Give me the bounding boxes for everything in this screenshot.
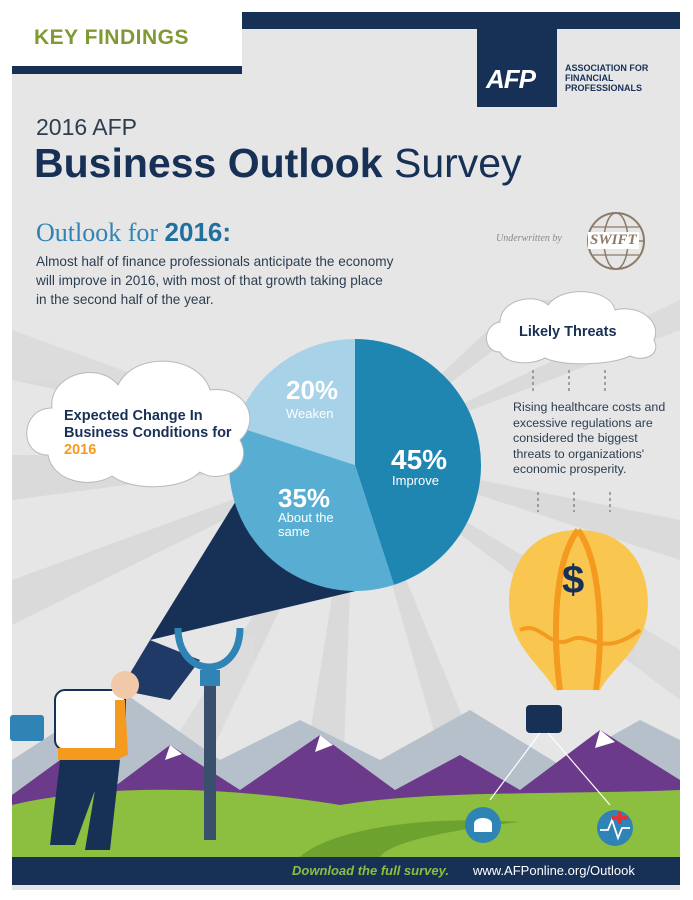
likely-threats-title: Likely Threats [519, 324, 617, 340]
key-findings-label: KEY FINDINGS [34, 26, 189, 49]
outlook-heading-prefix: Outlook for [36, 218, 159, 247]
pie-chart [229, 339, 482, 591]
telescope-stand [174, 627, 244, 840]
underwritten-label: Underwritten by [496, 233, 562, 244]
pie-slice-weaken [235, 339, 355, 465]
slice-same-label: About the same [278, 510, 334, 539]
path-road [300, 820, 520, 857]
slice-improve-label: Improve [392, 473, 439, 488]
cloud-expected-change [26, 360, 251, 488]
page-title: Business Outlook Survey [34, 140, 522, 187]
title-bold: Business Outlook [34, 140, 383, 186]
key-findings-box [12, 12, 242, 66]
threat-arrows [532, 370, 611, 512]
expected-change-label: Expected Change In Business Conditions f… [64, 408, 234, 459]
grass [12, 789, 680, 857]
dollar-sign-icon: $ [562, 558, 585, 602]
expected-change-text: Expected Change In Business Conditions f… [64, 408, 232, 441]
slice-weaken-label: Weaken [286, 406, 334, 421]
slice-improve-pct: 45% [391, 444, 448, 475]
title-light: Survey [393, 140, 522, 186]
top-accent-bar [242, 12, 680, 29]
likely-threats-text: Rising healthcare costs and excessive re… [513, 400, 666, 476]
outlook-heading: Outlook for 2016: [36, 217, 231, 248]
expected-change-year: 2016 [64, 442, 97, 458]
telescope-beam [150, 470, 360, 640]
key-findings-underline [12, 66, 242, 74]
pie-slice-about-the-same [229, 426, 394, 591]
cloud-likely-threats [486, 291, 657, 365]
pie-slice-improve [355, 339, 482, 585]
outlook-heading-year: 2016: [164, 217, 232, 247]
slice-same-pct: 35% [278, 483, 331, 513]
download-survey-link[interactable]: Download the full survey. [292, 863, 449, 878]
swift-logo: SWIFT [588, 232, 639, 249]
survey-url-link[interactable]: www.AFPonline.org/Outlook [473, 863, 635, 878]
telescope-tube [120, 640, 200, 700]
afp-logo: AFP [486, 64, 536, 94]
slice-weaken-pct: 20% [286, 375, 339, 405]
hot-air-balloon [465, 528, 648, 846]
page-subtitle: 2016 AFP [36, 114, 138, 140]
businessman-figure [10, 671, 139, 850]
afp-org-name: ASSOCIATION FOR FINANCIAL PROFESSIONALS [565, 63, 649, 93]
afp-logo-box [477, 29, 557, 107]
intro-text: Almost half of finance professionals ant… [36, 254, 394, 307]
footer-bar [12, 857, 680, 885]
